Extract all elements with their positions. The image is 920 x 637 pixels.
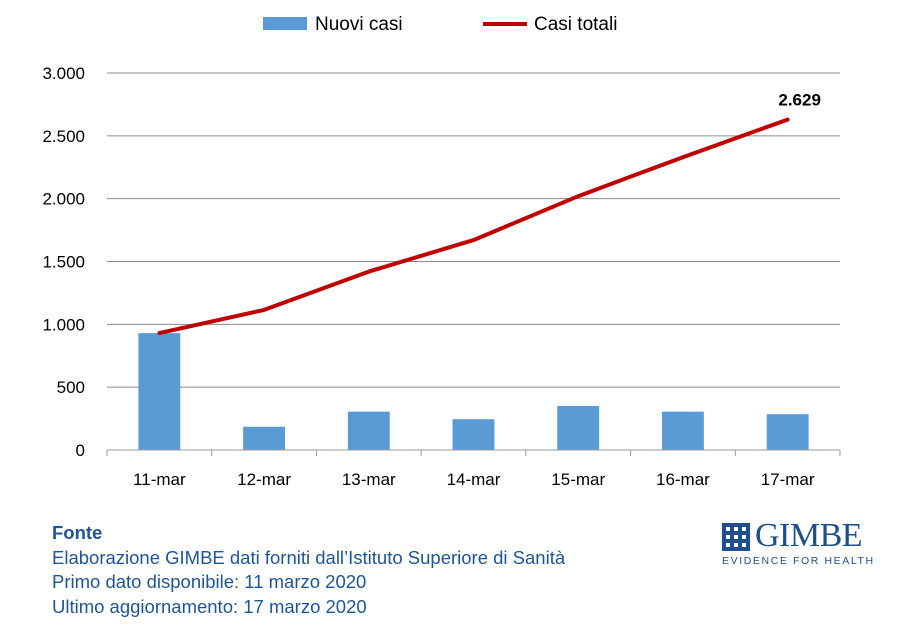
gimbe-logo: GIMBE EVIDENCE FOR HEALTH xyxy=(722,517,873,570)
bar-nuovi-casi xyxy=(347,411,390,450)
legend-swatch-nuovi-casi xyxy=(263,17,307,30)
y-tick-label: 500 xyxy=(57,378,85,397)
bar-nuovi-casi xyxy=(138,333,181,450)
y-axis-tick-labels: 0 500 1.000 1.500 2.000 2.500 3.000 xyxy=(42,64,85,460)
source-title: Fonte xyxy=(52,522,103,543)
x-axis-ticks xyxy=(106,450,841,456)
x-tick-label: 15-mar xyxy=(551,470,605,489)
x-axis-tick-labels: 11-mar 12-mar 13-mar 14-mar 15-mar 16-mar 17-m… xyxy=(133,470,815,489)
x-tick-label: 11-mar xyxy=(133,470,186,489)
y-tick-label: 1.500 xyxy=(42,253,85,272)
bar-nuovi-casi xyxy=(243,426,286,450)
source-line: Primo dato disponibile: 11 marzo 2020 xyxy=(52,571,367,592)
source-line: Elaborazione GIMBE dati forniti dall’Ist… xyxy=(52,546,566,568)
x-tick-label: 13-mar xyxy=(342,470,396,489)
x-tick-label: 16-mar xyxy=(656,470,710,489)
gimbe-logo-mark-icon xyxy=(722,523,750,551)
source-note: Fonte Elaborazione GIMBE dati forniti da… xyxy=(52,521,565,619)
bar-nuovi-casi xyxy=(766,414,809,450)
bar-nuovi-casi xyxy=(557,406,600,450)
y-tick-label: 1.000 xyxy=(42,315,85,334)
legend-label-casi-totali: Casi totali xyxy=(534,14,617,35)
chart: Nuovi casi Casi totali 0 500 1.000 1.500 2.0… xyxy=(42,14,841,489)
bar-nuovi-casi xyxy=(452,419,495,450)
bars-nuovi-casi xyxy=(138,333,809,450)
y-tick-label: 0 xyxy=(76,441,85,460)
line-casi-totali xyxy=(157,117,790,336)
y-tick-label: 3.000 xyxy=(42,64,85,83)
legend: Nuovi casi Casi totali xyxy=(263,14,617,35)
x-tick-label: 17-mar xyxy=(761,470,815,489)
source-line: Ultimo aggiornamento: 17 marzo 2020 xyxy=(52,595,367,617)
x-tick-label: 14-mar xyxy=(447,470,501,489)
gridlines xyxy=(107,72,840,388)
x-tick-label: 12-mar xyxy=(237,470,291,489)
gimbe-logo-wordmark: GIMBE xyxy=(755,517,863,554)
legend-label-nuovi-casi: Nuovi casi xyxy=(315,14,403,35)
data-label-casi-totali-last: 2.629 xyxy=(778,91,821,110)
y-tick-label: 2.000 xyxy=(42,190,85,209)
bar-nuovi-casi xyxy=(661,411,704,450)
y-tick-label: 2.500 xyxy=(42,127,85,146)
gimbe-logo-tagline: EVIDENCE FOR HEALTH xyxy=(722,555,875,567)
